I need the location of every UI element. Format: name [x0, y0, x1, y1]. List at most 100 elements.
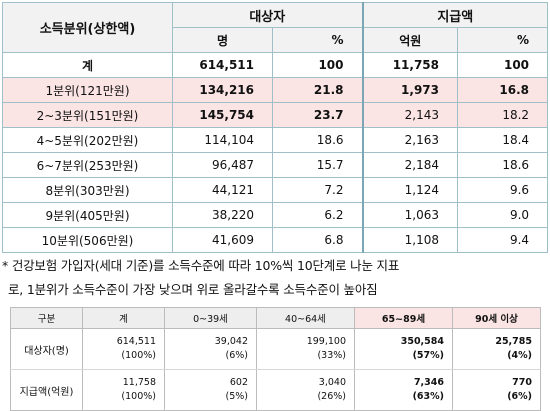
cell-age-40-64: 199,100 (33%) — [256, 328, 355, 370]
percent: (5%) — [225, 391, 248, 402]
amount-value: 1,973 — [361, 77, 459, 103]
category-header: 구분 — [10, 307, 83, 329]
cell-total: 11,758 (100%) — [82, 369, 165, 411]
percent: (6%) — [225, 350, 248, 361]
percent: (6%) — [507, 391, 532, 402]
row-label: 계 — [2, 52, 173, 78]
amount-percent: 9.6 — [457, 177, 549, 203]
row-label: 10분위(506만원) — [2, 227, 173, 253]
table-subheader-row: 명 % 억원 % — [3, 27, 549, 53]
amount-percent: 16.8 — [457, 77, 549, 103]
amount-value: 2,143 — [361, 102, 459, 128]
cell-age-0-39: 39,042 (6%) — [164, 328, 257, 370]
value: 614,511 — [116, 336, 156, 347]
cell-age-90-plus: 25,785 (4%) — [452, 328, 541, 370]
row-label: 8분위(303만원) — [2, 177, 173, 203]
row-label: 2~3분위(151만원) — [2, 102, 173, 128]
percent: (26%) — [317, 391, 346, 402]
percent: (57%) — [412, 350, 444, 361]
amount-value: 11,758 — [361, 52, 459, 78]
row-label: 6~7분위(253만원) — [2, 152, 173, 178]
table-row: 1분위(121만원) 134,216 21.8 1,973 16.8 — [2, 77, 549, 103]
table-header-row: 소득분위(상한액) 대상자 지급액 — [2, 2, 549, 53]
percent: (33%) — [317, 350, 346, 361]
age-40-64-header: 40~64세 — [256, 307, 355, 329]
value: 11,758 — [122, 377, 156, 388]
value: 350,584 — [400, 336, 444, 347]
people-percent: 6.2 — [271, 202, 364, 228]
people-value: 44,121 — [172, 177, 273, 203]
table-row: 4~5분위(202만원) 114,104 18.6 2,163 18.4 — [2, 127, 549, 153]
income-group-header: 소득분위(상한액) — [2, 2, 173, 53]
cell-total: 614,511 (100%) — [82, 328, 165, 370]
cell-age-0-39: 602 (5%) — [164, 369, 257, 411]
value: 7,346 — [413, 377, 444, 388]
age-90-plus-header: 90세 이상 — [452, 307, 541, 329]
row-label: 대상자(명) — [10, 328, 83, 370]
recipients-header: 대상자 — [171, 2, 364, 28]
age-table-row-payment: 지급액(억원) 11,758 (100%) 602 (5%) 3,040 (26%) … — [10, 369, 541, 411]
value: 3,040 — [318, 377, 346, 388]
table-row: 10분위(506만원) 41,609 6.8 1,108 9.4 — [2, 227, 549, 253]
people-percent: 18.6 — [271, 127, 364, 153]
total-header: 계 — [82, 307, 165, 329]
table-row: 2~3분위(151만원) 145,754 23.7 2,143 18.2 — [2, 102, 549, 128]
people-percent: 23.7 — [271, 102, 364, 128]
income-group-table: 소득분위(상한액) 대상자 지급액 명 % 억원 % 계 614,511 100… — [2, 2, 549, 253]
value: 602 — [229, 377, 248, 388]
row-label: 4~5분위(202만원) — [2, 127, 173, 153]
age-65-89-header: 65~89세 — [354, 307, 453, 329]
people-percent: 100 — [271, 52, 364, 78]
cell-age-40-64: 3,040 (26%) — [256, 369, 355, 411]
payment-header: 지급액 — [361, 2, 549, 28]
people-value: 614,511 — [172, 52, 273, 78]
people-value: 114,104 — [172, 127, 273, 153]
amount-percent: 9.0 — [457, 202, 549, 228]
percent: (4%) — [507, 350, 532, 361]
people-value: 134,216 — [172, 77, 273, 103]
cell-age-65-89: 350,584 (57%) — [354, 328, 453, 370]
amount-value: 1,108 — [361, 227, 459, 253]
table-row: 8분위(303만원) 44,121 7.2 1,124 9.6 — [2, 177, 549, 203]
table-row-total: 계 614,511 100 11,758 100 — [2, 52, 549, 78]
people-percent-header: % — [271, 27, 364, 53]
age-table-header-row: 구분 계 0~39세 40~64세 65~89세 90세 이상 — [10, 307, 541, 329]
cell-age-90-plus: 770 (6%) — [452, 369, 541, 411]
people-percent: 15.7 — [271, 152, 364, 178]
amount-percent-header: % — [457, 27, 549, 53]
people-value: 41,609 — [172, 227, 273, 253]
amount-percent: 18.6 — [457, 152, 549, 178]
footnote-line-2: 로, 1분위가 소득수준이 가장 낮으며 위로 올라갈수록 소득수준이 높아짐 — [8, 282, 378, 297]
amount-value: 2,163 — [361, 127, 459, 153]
people-percent: 21.8 — [271, 77, 364, 103]
cell-age-65-89: 7,346 (63%) — [354, 369, 453, 411]
amount-percent: 100 — [457, 52, 549, 78]
age-group-table: 구분 계 0~39세 40~64세 65~89세 90세 이상 대상자(명) 6… — [10, 307, 541, 411]
amount-percent: 18.4 — [457, 127, 549, 153]
age-0-39-header: 0~39세 — [164, 307, 257, 329]
amount-value: 1,063 — [361, 202, 459, 228]
percent: (100%) — [121, 350, 156, 361]
row-label: 9분위(405만원) — [2, 202, 173, 228]
people-value: 38,220 — [172, 202, 273, 228]
people-value: 145,754 — [172, 102, 273, 128]
table-row: 6~7분위(253만원) 96,487 15.7 2,184 18.6 — [2, 152, 549, 178]
row-label: 지급액(억원) — [10, 369, 83, 411]
amount-unit-header: 억원 — [361, 27, 459, 53]
value: 770 — [512, 377, 532, 388]
people-value: 96,487 — [172, 152, 273, 178]
table-row: 9분위(405만원) 38,220 6.2 1,063 9.0 — [2, 202, 549, 228]
people-percent: 6.8 — [271, 227, 364, 253]
people-percent: 7.2 — [271, 177, 364, 203]
amount-percent: 18.2 — [457, 102, 549, 128]
amount-value: 1,124 — [361, 177, 459, 203]
percent: (63%) — [412, 391, 444, 402]
footnote-line-1: * 건강보험 가입자(세대 기준)를 소득수준에 따라 10%씩 10단계로 나… — [2, 258, 400, 273]
percent: (100%) — [121, 391, 156, 402]
value: 199,100 — [306, 336, 346, 347]
value: 25,785 — [495, 336, 532, 347]
row-label: 1분위(121만원) — [2, 77, 173, 103]
amount-percent: 9.4 — [457, 227, 549, 253]
people-unit-header: 명 — [172, 27, 273, 53]
